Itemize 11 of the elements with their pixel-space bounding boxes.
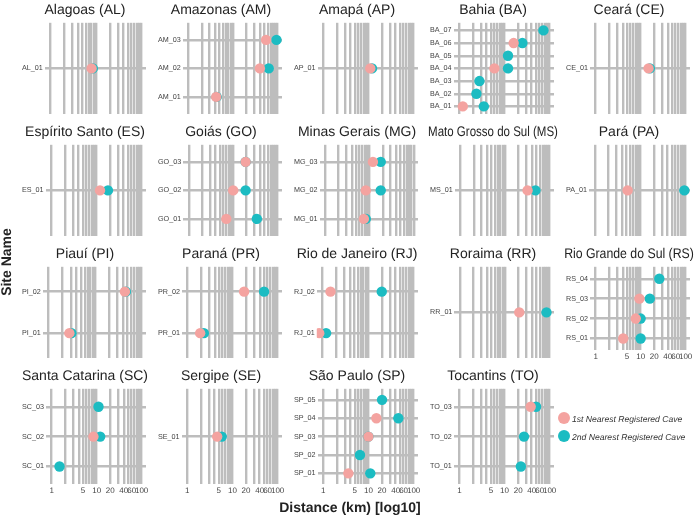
point bbox=[518, 431, 530, 442]
point bbox=[515, 461, 527, 472]
point bbox=[644, 293, 656, 304]
point bbox=[360, 185, 372, 196]
point bbox=[630, 313, 641, 324]
point bbox=[635, 333, 646, 344]
point bbox=[367, 156, 379, 168]
point bbox=[375, 185, 386, 196]
point bbox=[654, 273, 665, 284]
point bbox=[525, 401, 536, 412]
point bbox=[634, 293, 645, 304]
